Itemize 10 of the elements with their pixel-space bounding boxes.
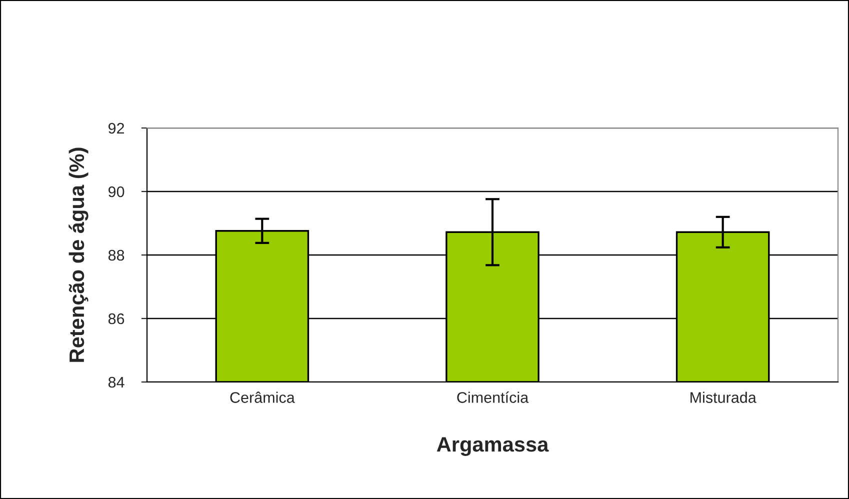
x-axis-title: Argamassa — [436, 437, 549, 456]
x-tick-label: Cerâmica — [230, 392, 295, 403]
x-tick-label: Misturada — [690, 392, 756, 403]
y-tick-label: 92 — [108, 122, 124, 134]
y-tick-label: 86 — [108, 313, 124, 324]
y-tick-label: 88 — [108, 250, 124, 261]
x-tick-label: Cimentícia — [457, 392, 529, 403]
y-tick-label: 84 — [108, 376, 124, 388]
y-axis-title: Retenção de água (%) — [68, 148, 88, 362]
y-tick-label: 90 — [108, 186, 124, 198]
